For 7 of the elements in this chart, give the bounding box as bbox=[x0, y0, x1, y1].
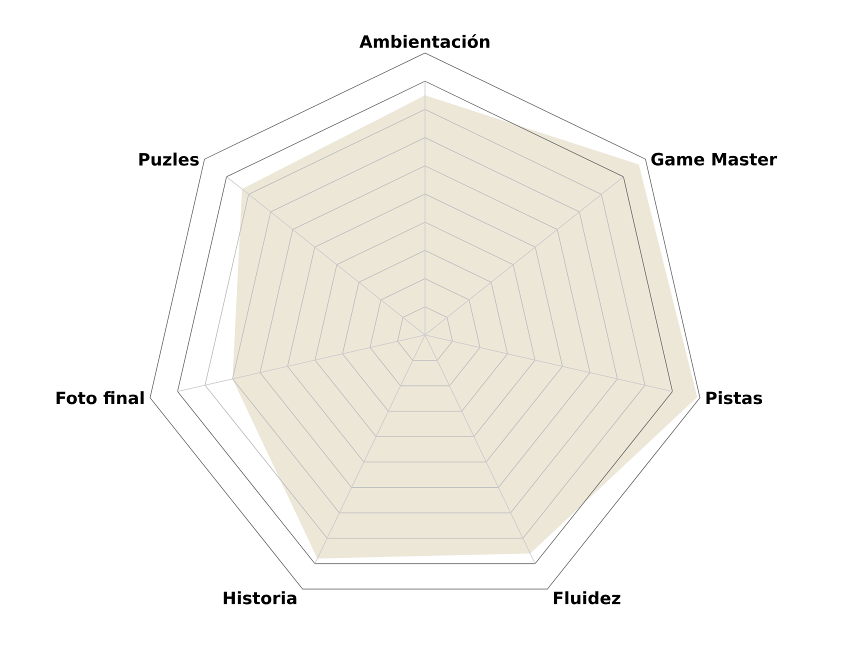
spoke-label: Pistas bbox=[706, 391, 762, 404]
spoke-label: Foto final bbox=[56, 391, 144, 404]
spoke-label: Fluidez bbox=[554, 591, 620, 604]
spoke-label: Ambientación bbox=[359, 34, 490, 48]
spoke-label: Historia bbox=[224, 591, 296, 604]
spoke-label: Game Master bbox=[651, 152, 778, 166]
spoke-label: Puzles bbox=[139, 152, 199, 166]
